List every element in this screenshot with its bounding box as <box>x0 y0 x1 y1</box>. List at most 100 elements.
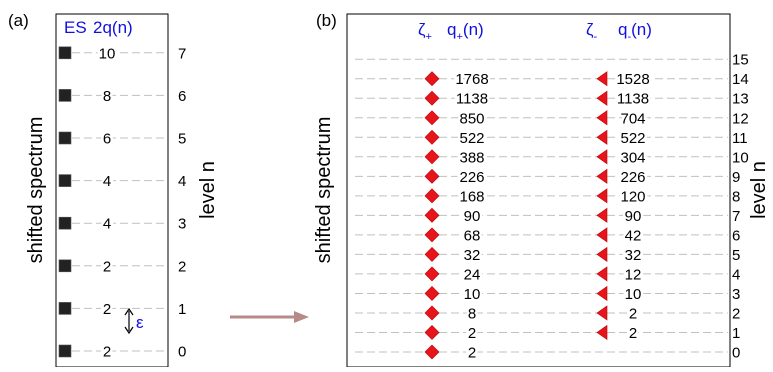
panel-a-q-header: 2q(n) <box>93 18 133 37</box>
epsilon-label: ε <box>136 313 144 332</box>
zeta-plus-marker <box>424 168 440 184</box>
q-plus-value: 850 <box>459 110 484 127</box>
q-plus-value: 90 <box>464 208 481 225</box>
panel-b-level-number: 8 <box>732 188 740 205</box>
zeta-plus-marker <box>424 344 440 360</box>
zeta-plus-marker <box>424 149 440 165</box>
es-square-marker <box>58 131 72 145</box>
zeta-minus-marker <box>596 207 608 223</box>
q-plus-value: 32 <box>464 247 481 264</box>
zeta-plus-marker <box>424 266 440 282</box>
zeta-plus-header: ζ+ <box>418 20 432 43</box>
panel-b-level-number: 7 <box>732 208 740 225</box>
zeta-plus-marker <box>424 188 440 204</box>
es-square-marker <box>58 216 72 230</box>
q-plus-value: 226 <box>459 169 484 186</box>
panel-a-value: 2 <box>103 258 111 275</box>
panel-b-level-number: 10 <box>732 149 749 166</box>
epsilon-indicator: ε <box>124 307 144 335</box>
zeta-plus-marker <box>424 90 440 106</box>
zeta-plus-marker <box>424 227 440 243</box>
q-minus-value: 704 <box>620 110 645 127</box>
panel-b-level-number: 2 <box>732 305 740 322</box>
es-square-marker <box>58 344 72 358</box>
q-plus-value: 388 <box>459 149 484 166</box>
panel-b-level-number: 5 <box>732 247 740 264</box>
panel-a-value: 6 <box>103 131 111 148</box>
panel-a-level-number: 4 <box>178 173 186 190</box>
q-minus-value: 90 <box>625 208 642 225</box>
q-plus-value: 1768 <box>455 71 488 88</box>
panel-b-level-number: 11 <box>732 130 748 147</box>
panel-a-level-number: 6 <box>178 88 186 105</box>
zeta-plus-marker <box>424 207 440 223</box>
q-minus-value: 12 <box>625 266 642 283</box>
q-minus-value: 226 <box>620 169 645 186</box>
q-plus-value: 24 <box>464 266 481 283</box>
panel-a-level-number: 0 <box>178 344 186 361</box>
q-minus-value: 32 <box>625 247 642 264</box>
zeta-minus-marker <box>596 149 608 165</box>
q-plus-value: 2 <box>468 345 476 362</box>
panel-b-rows: 0123456789101112131415228102432689016822… <box>355 52 749 364</box>
es-square-marker <box>58 89 72 102</box>
panel-a-value: 4 <box>103 173 111 190</box>
q-plus-value: 522 <box>459 130 484 147</box>
q-plus-value: 10 <box>464 286 481 303</box>
zeta-plus-marker <box>424 129 440 145</box>
q-minus-value: 120 <box>620 188 645 205</box>
panel-a-level-number: 1 <box>178 301 186 318</box>
q-minus-header: q-(n) <box>618 20 652 43</box>
es-square-marker <box>58 259 72 273</box>
q-minus-value: 522 <box>620 130 645 147</box>
panel-a-tag: (a) <box>8 11 29 30</box>
q-minus-value: 2 <box>629 325 637 342</box>
zeta-plus-marker <box>424 286 440 301</box>
q-plus-value: 168 <box>459 188 484 205</box>
panel-a-value: 10 <box>99 45 116 62</box>
q-minus-value: 1138 <box>617 91 649 108</box>
zeta-plus-marker <box>424 110 440 126</box>
panel-a-frame <box>55 13 169 368</box>
zeta-plus-marker <box>424 246 440 262</box>
q-plus-value: 68 <box>464 227 481 244</box>
panel-a-value: 2 <box>103 301 111 318</box>
q-minus-value: 1528 <box>616 71 649 88</box>
zeta-minus-marker <box>596 305 608 321</box>
panel-b-level-number: 13 <box>732 91 749 108</box>
panel-b-level-label: level n <box>748 161 770 219</box>
panel-b-level-number: 1 <box>732 325 740 342</box>
connector-arrow <box>230 311 309 323</box>
zeta-minus-marker <box>596 246 608 262</box>
q-minus-value: 10 <box>625 286 642 303</box>
panel-a-value: 2 <box>103 344 111 361</box>
zeta-plus-marker <box>424 71 440 87</box>
zeta-minus-marker <box>596 90 608 106</box>
es-square-marker <box>58 46 72 60</box>
zeta-plus-marker <box>424 325 440 340</box>
zeta-minus-marker <box>596 285 608 302</box>
q-plus-value: 1138 <box>456 91 488 108</box>
zeta-minus-marker <box>596 168 608 184</box>
q-minus-value: 304 <box>620 149 645 166</box>
panel-a-level-number: 5 <box>178 131 186 148</box>
panel-b-tag: (b) <box>316 11 337 30</box>
panel-b-y-label: shifted spectrum <box>313 117 335 264</box>
panel-a-value: 8 <box>103 88 111 105</box>
panel-b-frame <box>346 13 731 368</box>
panel-a-level-number: 7 <box>178 45 186 62</box>
panel-a-es-header: ES <box>64 18 87 37</box>
zeta-minus-marker <box>596 188 608 204</box>
panel-b-level-number: 14 <box>732 71 749 88</box>
panel-a: (a) shifted spectrum level n ES 2q(n) 2 0… <box>8 11 219 368</box>
zeta-minus-marker <box>596 71 608 87</box>
q-plus-value: 2 <box>468 325 476 342</box>
panel-a-level-label: level n <box>197 161 219 219</box>
panel-a-y-label: shifted spectrum <box>25 117 47 264</box>
zeta-minus-marker <box>596 266 608 282</box>
panel-a-level-number: 2 <box>178 258 186 275</box>
panel-b-level-number: 9 <box>732 169 740 186</box>
es-square-marker <box>58 174 72 187</box>
panel-b-level-number: 12 <box>732 110 749 127</box>
panel-b: (b) shifted spectrum level n ζ+ q+(n) ζ-… <box>313 11 770 368</box>
